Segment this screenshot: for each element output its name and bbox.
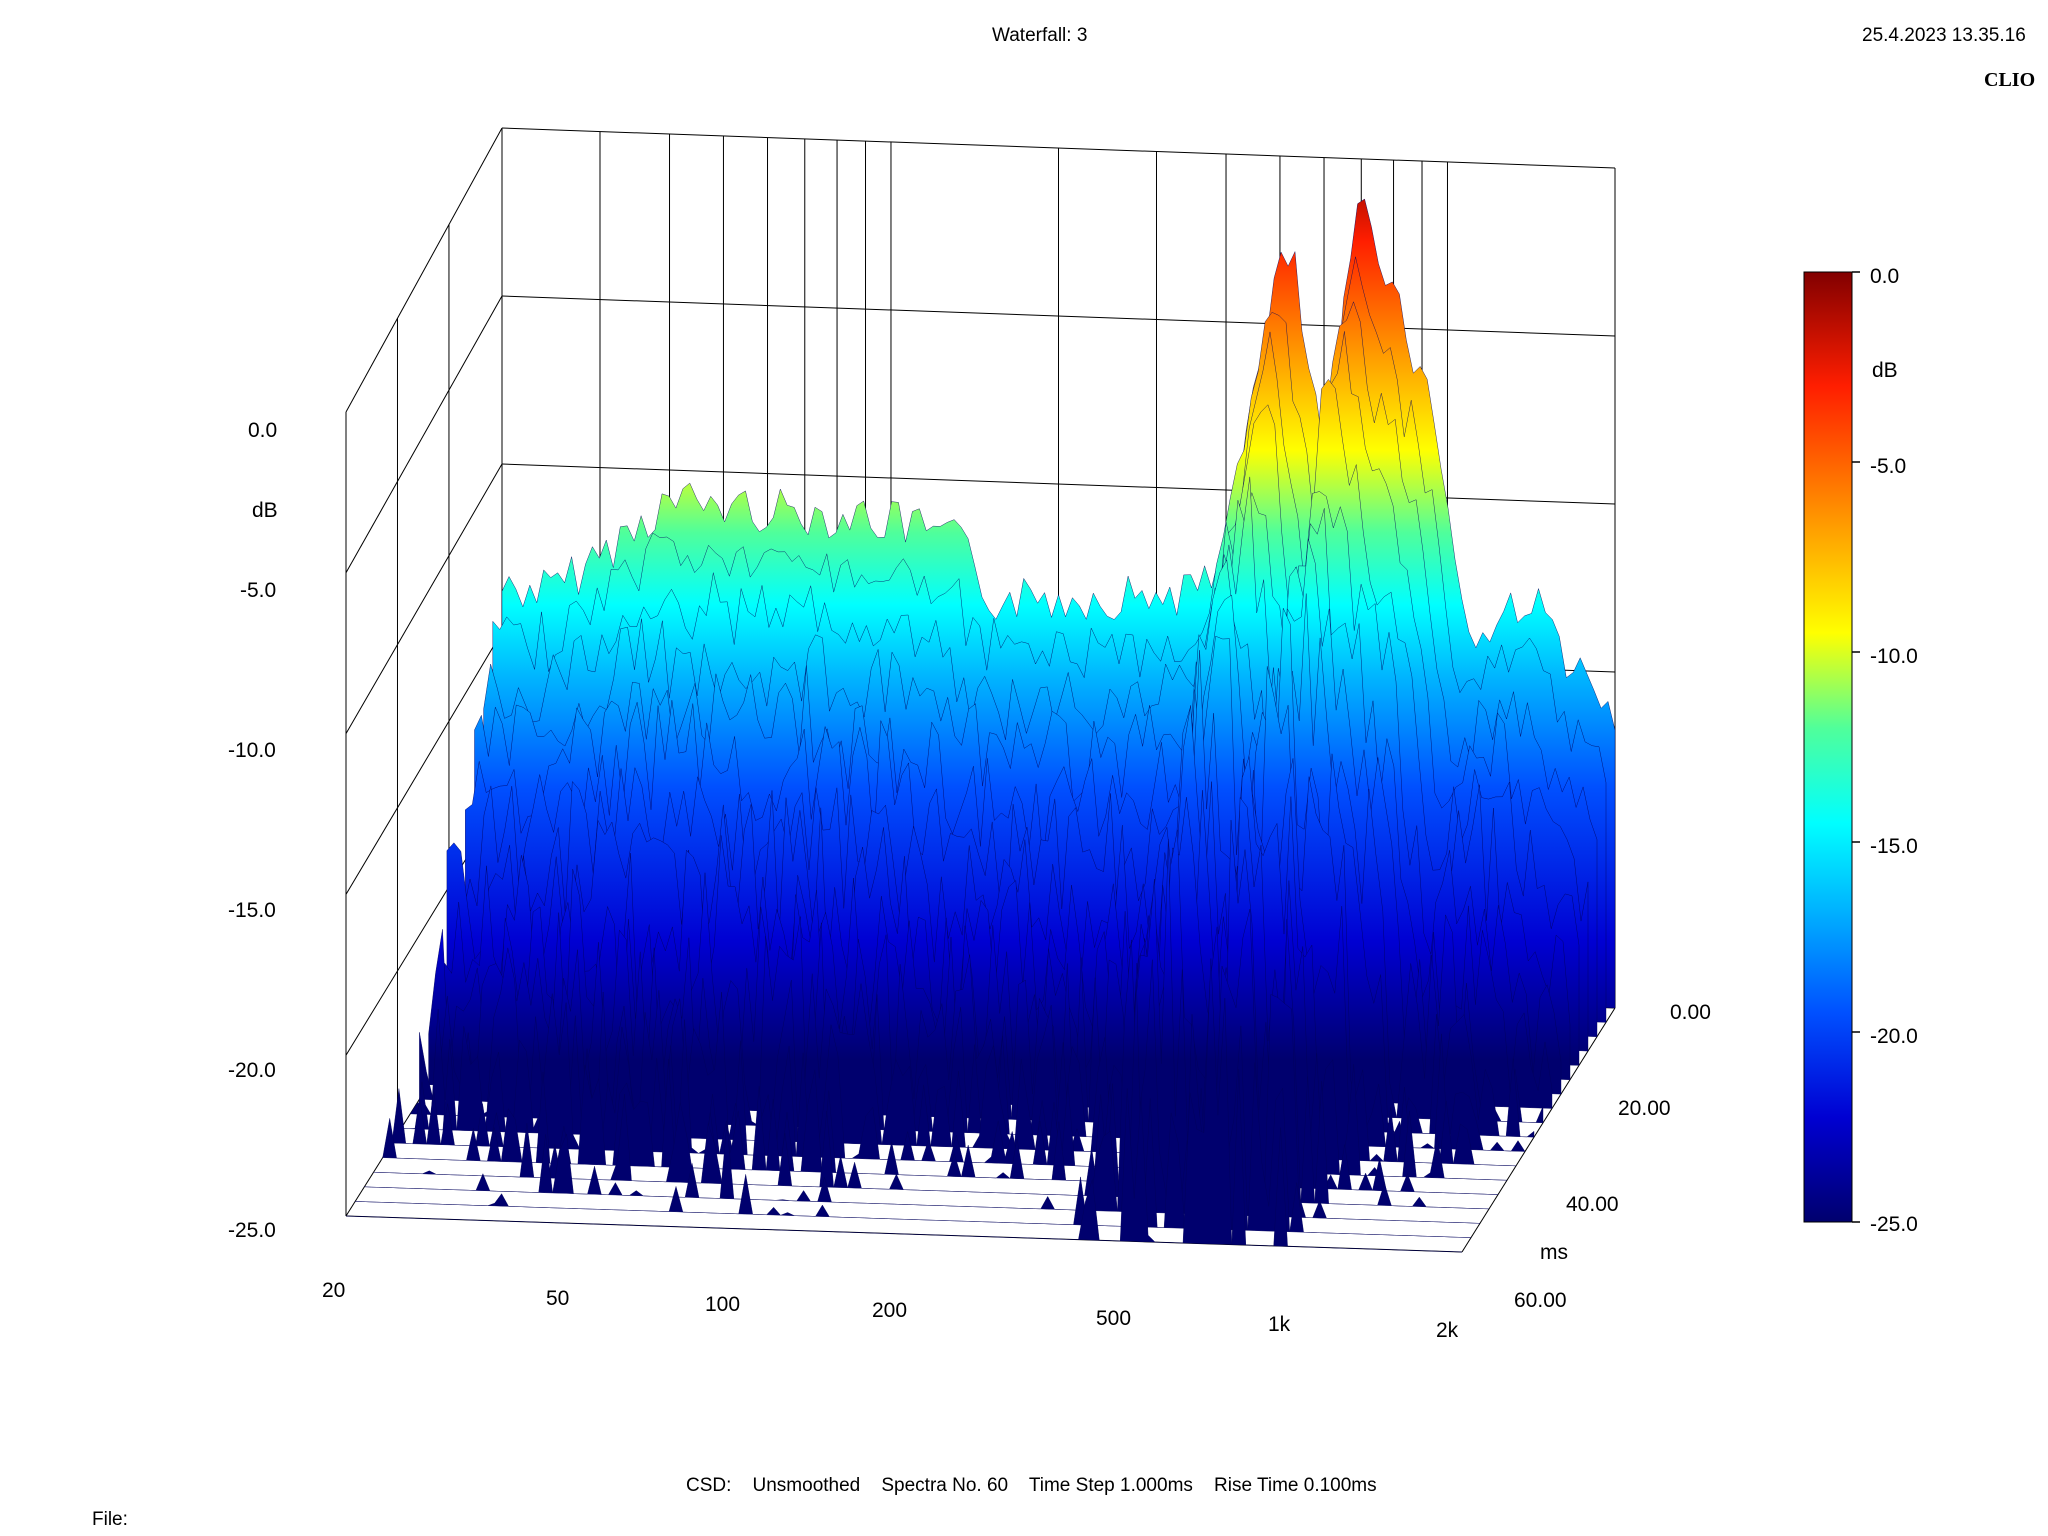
z-tick-0: 0.0	[248, 419, 278, 442]
floor-right-edge	[1461, 1007, 1616, 1253]
x-tick-20: 20	[322, 1279, 346, 1302]
x-tick-50: 50	[546, 1287, 570, 1310]
x-tick-2k: 2k	[1436, 1319, 1459, 1342]
t-axis-label: ms	[1540, 1241, 1568, 1264]
colorbar-tick-2: -10.0	[1870, 645, 1918, 668]
side-gridline	[345, 295, 503, 574]
x-tick-200: 200	[872, 1299, 908, 1322]
side-gridline	[345, 463, 503, 734]
x-tick-100: 100	[705, 1293, 741, 1316]
colorbar-tick-0: 0.0	[1870, 265, 1900, 288]
chart-title: Waterfall: 3	[992, 25, 1088, 46]
colorbar	[1803, 271, 1853, 1223]
x-tick-1k: 1k	[1268, 1313, 1291, 1336]
spectrum-slice	[345, 958, 1463, 1253]
t-tick-60: 60.00	[1514, 1289, 1567, 1312]
brand-logo-text: CLIO	[1984, 69, 2036, 91]
file-label: File:	[92, 1509, 128, 1530]
t-tick-40: 40.00	[1566, 1193, 1619, 1216]
colorbar-ticks	[1852, 271, 1860, 1223]
z-tick-5: -25.0	[228, 1219, 276, 1242]
colorbar-label: dB	[1872, 359, 1898, 382]
colorbar-tick-1: -5.0	[1870, 455, 1907, 478]
z-tick-4: -20.0	[228, 1059, 276, 1082]
side-gridline	[345, 127, 503, 413]
waterfall-surface	[345, 198, 1616, 1253]
z-tick-2: -10.0	[228, 739, 276, 762]
colorbar-tick-5: -25.0	[1870, 1213, 1918, 1236]
side-gridline	[345, 631, 503, 895]
z-tick-1: -5.0	[240, 579, 277, 602]
colorbar-tick-4: -20.0	[1870, 1025, 1918, 1048]
z-axis-label: dB	[252, 499, 278, 522]
z-tick-3: -15.0	[228, 899, 276, 922]
colorbar-tick-3: -15.0	[1870, 835, 1918, 858]
timestamp: 25.4.2023 13.35.16	[1862, 25, 2026, 46]
t-tick-0: 0.00	[1670, 1001, 1711, 1024]
x-tick-500: 500	[1096, 1307, 1132, 1330]
csd-settings: CSD: Unsmoothed Spectra No. 60 Time Step…	[686, 1475, 1377, 1496]
t-tick-20: 20.00	[1618, 1097, 1671, 1120]
